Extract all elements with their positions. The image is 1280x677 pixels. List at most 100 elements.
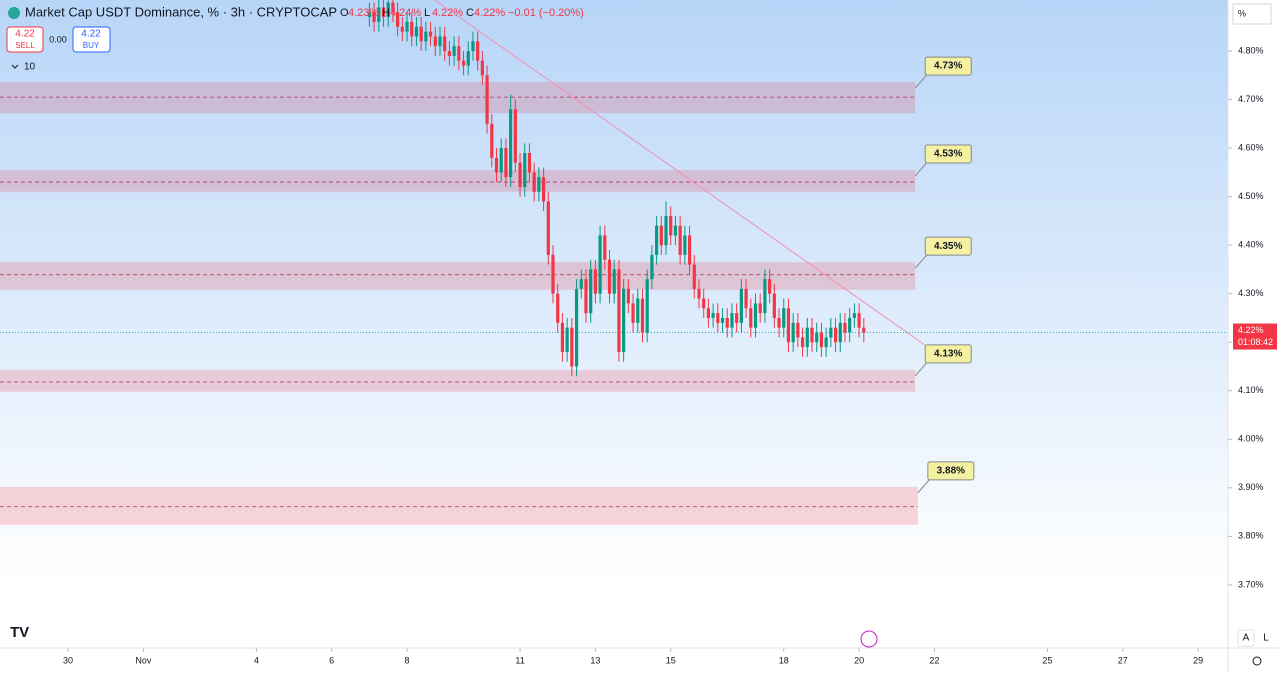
ohlc-value: 4.22% bbox=[432, 7, 463, 19]
candle-body bbox=[400, 26, 404, 32]
candle-body bbox=[702, 298, 706, 309]
ohlc-value: 4.22% bbox=[474, 7, 505, 19]
zone-label: 3.88% bbox=[937, 466, 965, 477]
zone bbox=[0, 369, 916, 392]
y-tick-label: 4.80% bbox=[1238, 45, 1264, 55]
zone-label-box bbox=[927, 461, 975, 481]
candle-body bbox=[471, 41, 475, 52]
candle-body bbox=[631, 303, 635, 323]
candle-body bbox=[457, 46, 461, 61]
candle-body bbox=[786, 308, 791, 343]
candle-body bbox=[396, 12, 400, 27]
candle-body bbox=[607, 259, 612, 294]
x-tick-label: 25 bbox=[1042, 655, 1052, 665]
log-label[interactable]: L bbox=[1263, 633, 1269, 644]
zone bbox=[0, 82, 916, 114]
y-tick-label: 4.00% bbox=[1238, 434, 1264, 444]
candle-body bbox=[697, 288, 701, 299]
candle-body bbox=[419, 26, 423, 42]
candle-body bbox=[805, 327, 809, 348]
x-tick-label: 13 bbox=[590, 655, 600, 665]
candle-body bbox=[485, 75, 489, 124]
candle-body bbox=[466, 51, 470, 66]
candle-body bbox=[513, 109, 517, 163]
auto-label[interactable]: A bbox=[1243, 633, 1250, 644]
candle-body bbox=[650, 254, 654, 280]
y-tick-label: 4.50% bbox=[1238, 191, 1264, 201]
candle-body bbox=[692, 264, 696, 289]
last-price-label: 4.22% bbox=[1238, 325, 1264, 335]
candle-body bbox=[490, 123, 494, 158]
candle-body bbox=[499, 148, 503, 173]
candle-body bbox=[589, 269, 593, 314]
auto-button[interactable] bbox=[1237, 629, 1255, 647]
buy-label[interactable]: BUY bbox=[83, 41, 100, 50]
x-tick-label: 4 bbox=[254, 655, 259, 665]
ohlc-key: O bbox=[340, 7, 349, 19]
trendline bbox=[434, 0, 926, 346]
candle-body bbox=[852, 313, 856, 318]
candle-body bbox=[758, 303, 762, 314]
candle-body bbox=[815, 332, 819, 343]
candle-body bbox=[735, 313, 739, 323]
ohlc-key: C bbox=[466, 7, 474, 19]
candle-body bbox=[386, 2, 390, 18]
candle-body bbox=[377, 7, 381, 22]
y-tick-label: 4.10% bbox=[1238, 385, 1264, 395]
candle-body bbox=[749, 308, 753, 328]
candle-body bbox=[683, 235, 687, 255]
lightning-icon[interactable] bbox=[860, 630, 878, 648]
candle-body bbox=[438, 36, 442, 47]
candle-body bbox=[443, 36, 447, 52]
x-tick-label: 11 bbox=[515, 655, 524, 665]
candle-body bbox=[523, 152, 527, 187]
indicator-count[interactable]: 10 bbox=[24, 62, 36, 73]
candle-body bbox=[391, 2, 395, 13]
x-tick-label: 15 bbox=[666, 655, 676, 665]
candle-body bbox=[617, 269, 621, 352]
unit-box[interactable] bbox=[1232, 3, 1272, 25]
candle-body bbox=[372, 12, 376, 22]
candle-body bbox=[461, 60, 466, 66]
logo: TV bbox=[10, 624, 29, 641]
x-tick-label: 8 bbox=[405, 655, 410, 665]
candle-body bbox=[537, 177, 541, 192]
candle-body bbox=[447, 51, 452, 56]
candle-body bbox=[739, 288, 743, 323]
candle-body bbox=[843, 322, 847, 333]
candle-body bbox=[800, 337, 805, 348]
candle-body bbox=[655, 225, 659, 255]
candle-body bbox=[598, 235, 602, 294]
candle-body bbox=[782, 308, 786, 328]
candle-body bbox=[659, 225, 663, 246]
unit[interactable]: % bbox=[1238, 8, 1246, 18]
sell-button[interactable] bbox=[6, 26, 44, 53]
x-tick-label: 6 bbox=[329, 655, 334, 665]
candle-body bbox=[706, 308, 711, 318]
zone-label: 4.13% bbox=[934, 349, 962, 360]
y-tick-label: 4.40% bbox=[1238, 240, 1264, 250]
zone bbox=[0, 486, 918, 525]
buy-button[interactable] bbox=[72, 26, 111, 53]
collapse-icon[interactable] bbox=[11, 64, 19, 69]
buy-price[interactable]: 4.22 bbox=[81, 29, 101, 40]
y-tick-label: 4.70% bbox=[1238, 94, 1264, 104]
zone-label: 4.53% bbox=[934, 149, 962, 160]
candle-body bbox=[829, 327, 833, 338]
x-tick-label: Nov bbox=[135, 655, 152, 665]
candle-body bbox=[833, 327, 838, 343]
candle-body bbox=[763, 279, 767, 314]
candle-body bbox=[504, 148, 508, 178]
candle-body bbox=[730, 313, 734, 328]
candle-body bbox=[678, 225, 682, 255]
candle-body bbox=[810, 327, 814, 343]
sell-label[interactable]: SELL bbox=[15, 41, 35, 50]
candle-body bbox=[720, 317, 725, 323]
sell-price[interactable]: 4.22 bbox=[15, 29, 35, 40]
candle-body bbox=[711, 313, 715, 318]
candle-body bbox=[551, 254, 555, 294]
change: −0.01 (−0.20%) bbox=[508, 7, 584, 19]
settings-icon[interactable] bbox=[1252, 656, 1262, 666]
candle-body bbox=[428, 31, 433, 37]
candle-body bbox=[541, 177, 546, 202]
